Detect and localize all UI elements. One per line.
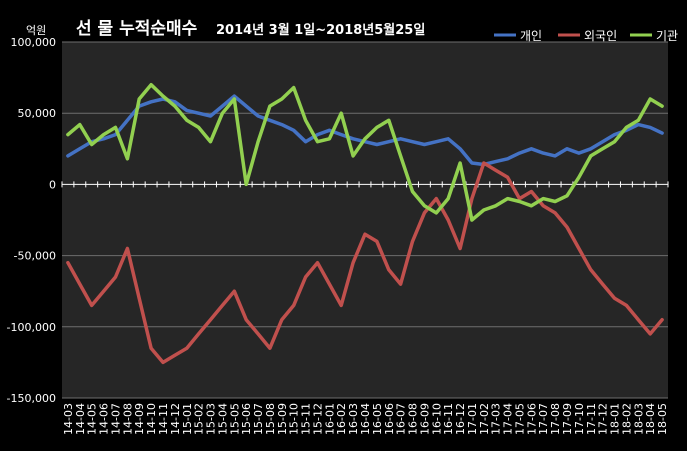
- y-tick-label: 50,000: [18, 107, 57, 120]
- x-tick-label: 16-05: [371, 403, 384, 435]
- gridlines: [62, 41, 668, 399]
- unit-label: 억원: [26, 24, 46, 37]
- x-tick-label: 15-11: [300, 403, 313, 435]
- x-tick-label: 16-08: [407, 403, 420, 435]
- x-tick-label: 15-02: [193, 403, 206, 435]
- x-tick-label: 14-03: [62, 403, 75, 435]
- legend-label: 외국인: [584, 29, 617, 43]
- x-tick-label: 16-01: [323, 403, 336, 435]
- x-tick-label: 14-12: [169, 403, 182, 435]
- x-tick-label: 17-03: [490, 403, 503, 435]
- chart-title: 선 물 누적순매수: [76, 19, 198, 39]
- x-tick-label: 14-06: [98, 403, 111, 435]
- x-tick-label: 17-07: [537, 403, 550, 435]
- x-tick-label: 17-01: [466, 403, 479, 435]
- legend-label: 기관: [656, 29, 678, 43]
- x-tick-label: 17-11: [585, 403, 598, 435]
- y-tick-label: 100,000: [11, 36, 57, 49]
- x-tick-label: 15-10: [288, 403, 301, 435]
- x-tick-label: 15-07: [252, 403, 265, 435]
- plot-area: [62, 42, 668, 398]
- zero-axis: [61, 181, 669, 188]
- x-tick-label: 17-05: [513, 403, 526, 435]
- x-tick-label: 18-01: [609, 403, 622, 435]
- x-tick-label: 18-02: [620, 403, 633, 435]
- legend-label: 개인: [520, 29, 542, 43]
- series-line: [66, 82, 664, 222]
- x-tick-label: 17-06: [525, 403, 538, 435]
- x-tick-label: 16-07: [395, 403, 408, 435]
- series-lines: [66, 82, 664, 365]
- x-tick-label: 16-02: [335, 403, 348, 435]
- x-tick-label: 15-09: [276, 403, 289, 435]
- x-tick-label: 17-12: [597, 403, 610, 435]
- x-tick-label: 16-12: [454, 403, 467, 435]
- x-tick-label: 15-03: [205, 403, 218, 435]
- x-tick-label: 18-03: [632, 403, 645, 435]
- y-axis: 100,000 50,000 0 -50,000 -100,000 -150,000: [7, 36, 56, 405]
- x-tick-label: 18-05: [656, 403, 669, 435]
- x-tick-label: 17-08: [549, 403, 562, 435]
- x-tick-label: 16-06: [383, 403, 396, 435]
- chart-subtitle: 2014년 3월 1일~2018년5월25일: [216, 22, 425, 38]
- x-tick-label: 14-10: [145, 403, 158, 435]
- legend: 개인 외국인 기관: [494, 29, 678, 43]
- x-tick-label: 15-05: [228, 403, 241, 435]
- x-tick-label: 16-03: [347, 403, 360, 435]
- x-axis: 14-0314-0414-0514-0614-0714-0814-0914-10…: [62, 403, 669, 435]
- x-tick-label: 16-09: [418, 403, 431, 435]
- x-tick-label: 15-04: [216, 403, 229, 435]
- x-tick-label: 17-04: [502, 403, 515, 435]
- x-tick-label: 15-01: [181, 403, 194, 435]
- x-tick-label: 16-11: [442, 403, 455, 435]
- x-tick-label: 14-08: [121, 403, 134, 435]
- x-tick-label: 17-02: [478, 403, 491, 435]
- series-line: [66, 161, 664, 365]
- x-tick-label: 18-04: [644, 403, 657, 435]
- x-tick-label: 15-06: [240, 403, 253, 435]
- x-tick-label: 14-05: [86, 403, 99, 435]
- x-tick-label: 14-04: [74, 403, 87, 435]
- x-tick-label: 17-10: [573, 403, 586, 435]
- x-tick-label: 16-04: [359, 403, 372, 435]
- x-tick-label: 15-08: [264, 403, 277, 435]
- x-tick-label: 14-09: [133, 403, 146, 435]
- x-tick-label: 15-12: [311, 403, 324, 435]
- y-tick-label: -100,000: [7, 321, 56, 334]
- x-tick-label: 16-10: [430, 403, 443, 435]
- y-tick-label: -150,000: [7, 392, 56, 405]
- y-tick-label: -50,000: [14, 250, 56, 263]
- x-tick-label: 14-11: [157, 403, 170, 435]
- x-tick-label: 17-09: [561, 403, 574, 435]
- y-tick-label: 0: [49, 178, 56, 191]
- x-tick-label: 14-07: [109, 403, 122, 435]
